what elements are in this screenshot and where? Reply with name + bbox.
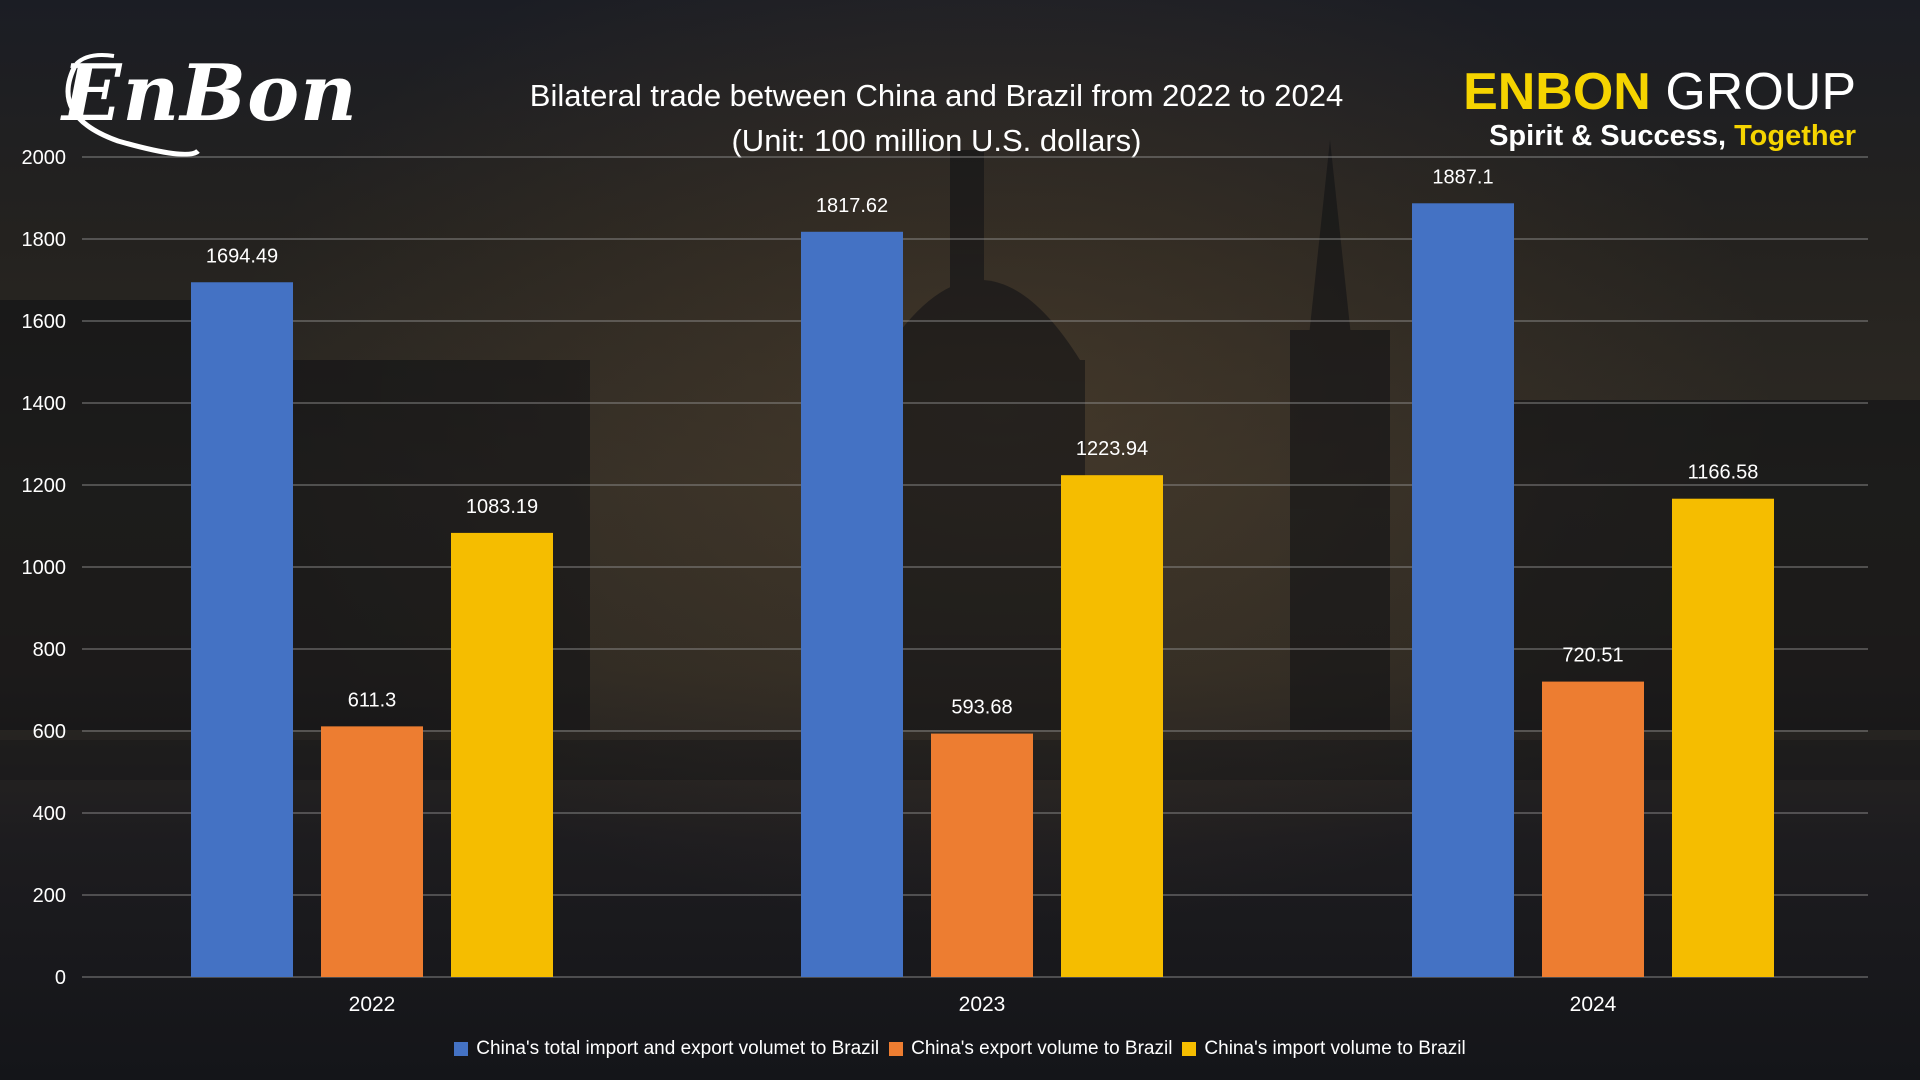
x-tick-label: 2022 [349,993,396,1016]
bar [1412,203,1514,977]
chart-title: Bilateral trade between China and Brazil… [529,78,1344,113]
logo-swoosh-icon [65,53,200,157]
legend-swatch [889,1042,904,1056]
tagline-main: Spirit & Success, [1489,120,1727,152]
legend-label: China's total import and export volumet … [476,1038,880,1059]
tagline-highlight: Together [1734,120,1856,152]
bar [1672,498,1774,977]
bar [1542,681,1644,977]
bar [451,532,553,977]
brand-block: ENBON GROUP Spirit & Success, Together [1463,62,1856,153]
y-tick-label: 400 [33,803,66,825]
y-tick-label: 1800 [22,229,67,251]
data-labels: 1694.49 611.3 1083.19 1817.62 593.68 1223.94 1… [206,166,1759,718]
chart-title-block: Bilateral trade between China and Brazil… [0,73,1873,163]
chart-subtitle: (Unit: 100 million U.S. dollars) [731,123,1142,158]
y-tick-label: 2000 [22,147,67,169]
bar [191,282,293,977]
data-label: 720.51 [1562,645,1623,667]
x-tick-label: 2024 [1570,993,1617,1016]
legend-label: China's import volume to Brazil [1204,1038,1466,1059]
bar [931,733,1033,977]
legend-item: China's export volume to Brazil [889,1038,1172,1060]
legend-swatch [1182,1042,1197,1056]
y-tick-label: 0 [55,967,66,989]
y-axis-ticks: 0 200 400 600 800 1000 1200 1400 1600 1800 2000 [22,147,67,989]
bar [1061,475,1163,977]
x-tick-label: 2023 [959,993,1006,1016]
x-axis-ticks: 2022 2023 2024 [349,993,1617,1016]
data-label: 1694.49 [206,245,278,267]
data-label: 1887.1 [1432,166,1493,188]
legend-label: China's export volume to Brazil [911,1038,1173,1059]
y-tick-label: 1400 [22,393,67,415]
brand-tagline: Spirit & Success, Together [1463,120,1856,153]
data-label: 593.68 [951,697,1012,719]
data-label: 1223.94 [1076,438,1148,460]
y-tick-label: 1600 [22,311,67,333]
legend-item: China's total import and export volumet … [454,1038,879,1060]
y-tick-label: 800 [33,639,66,661]
y-tick-label: 1200 [22,475,67,497]
data-label: 1166.58 [1688,462,1759,484]
legend-item: China's import volume to Brazil [1182,1038,1466,1060]
y-tick-label: 600 [33,721,66,743]
data-label: 1083.19 [466,496,538,518]
legend: China's total import and export volumet … [0,1038,1920,1060]
brand-heading: ENBON GROUP [1463,62,1856,122]
data-label: 611.3 [348,689,397,711]
brand-name: ENBON [1463,63,1651,121]
enbon-logo: EnBon [62,48,358,139]
bar [801,231,903,977]
legend-swatch [454,1042,469,1056]
bar [321,726,423,977]
brand-suffix: GROUP [1665,63,1856,121]
data-label: 1817.62 [816,195,888,217]
y-tick-label: 1000 [22,557,67,579]
bars [191,203,1774,977]
y-tick-label: 200 [33,885,66,907]
